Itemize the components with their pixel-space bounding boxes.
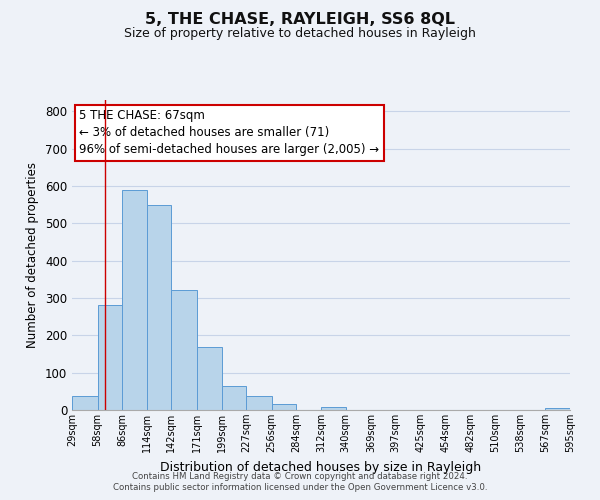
Bar [172,290,197,410]
Bar [122,190,147,410]
Text: Contains public sector information licensed under the Open Government Licence v3: Contains public sector information licen… [113,484,487,492]
Bar [221,386,246,410]
Text: 5, THE CHASE, RAYLEIGH, SS6 8QL: 5, THE CHASE, RAYLEIGH, SS6 8QL [145,12,455,28]
Y-axis label: Number of detached properties: Number of detached properties [26,162,40,348]
Bar [147,204,172,410]
Bar [321,407,346,410]
Text: Size of property relative to detached houses in Rayleigh: Size of property relative to detached ho… [124,28,476,40]
Bar [272,404,296,410]
Text: 5 THE CHASE: 67sqm
← 3% of detached houses are smaller (71)
96% of semi-detached: 5 THE CHASE: 67sqm ← 3% of detached hous… [79,110,380,156]
Bar [98,306,122,410]
Bar [197,346,221,410]
Text: Contains HM Land Registry data © Crown copyright and database right 2024.: Contains HM Land Registry data © Crown c… [132,472,468,481]
Bar [72,396,98,410]
Bar [246,396,272,410]
X-axis label: Distribution of detached houses by size in Rayleigh: Distribution of detached houses by size … [160,460,482,473]
Bar [545,408,570,410]
